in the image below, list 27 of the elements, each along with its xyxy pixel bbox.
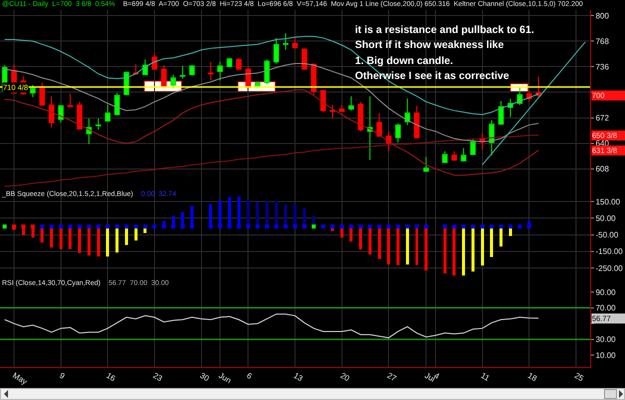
x-tick-label: 9 [58,371,67,382]
x-tick-label: 27 [386,371,398,384]
x-tick-label: 11 [479,371,492,384]
y-tick-label: 30.00 [596,335,616,344]
y-tick-label: 608 [596,164,610,174]
x-tick-label: 20 [338,371,352,384]
y-tick-label: 10.00 [596,350,616,360]
y-tick-label: 70.00 [596,304,616,313]
y-tick-label: 736 [596,62,610,72]
y-tick-label: -250.00 [596,264,624,273]
y-tick-label: 768 [596,36,610,46]
x-tick-label: 30 [198,371,212,384]
y-tick-label: 672 [596,114,610,123]
x-tick-label: 6 [245,371,254,382]
x-tick-label: May [11,371,29,386]
y-tick-label: 800 [596,11,610,20]
y-tick-label: -150.00 [596,247,624,256]
x-tick-label: 16 [104,371,118,384]
y-tick-label: 90.00 [596,288,616,297]
y-tick-label: -50.00 [596,230,619,240]
x-tick-label: 23 [152,371,164,384]
x-tick-label: Jun [217,371,233,386]
x-tick-label: 25 [572,371,586,384]
y-tick-label: 50.00 [596,214,616,224]
y-tick-label: 150.00 [596,197,621,206]
x-tick-label: 18 [526,371,539,384]
x-tick-label: 13 [292,371,305,384]
